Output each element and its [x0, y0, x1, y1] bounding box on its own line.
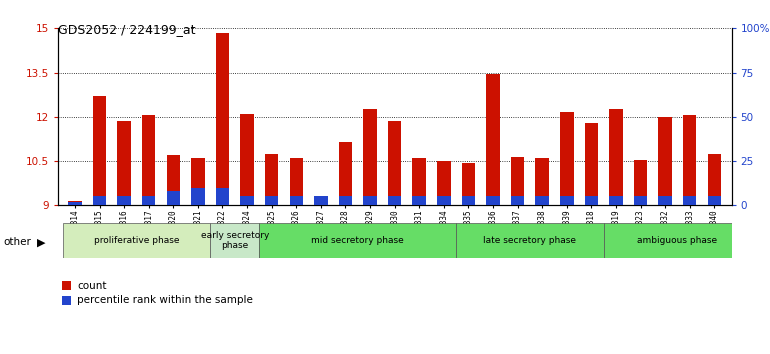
Bar	[117, 196, 131, 205]
Bar	[62, 223, 210, 258]
Bar	[708, 154, 721, 205]
Text: early secretory
phase: early secretory phase	[201, 231, 269, 250]
Bar	[290, 158, 303, 205]
Bar	[69, 202, 82, 205]
Bar	[93, 196, 106, 205]
Bar	[166, 155, 180, 205]
Bar	[584, 123, 598, 205]
Text: proliferative phase: proliferative phase	[94, 236, 179, 245]
Bar	[511, 156, 524, 205]
Bar	[314, 196, 327, 205]
Text: GDS2052 / 224199_at: GDS2052 / 224199_at	[58, 23, 196, 36]
Bar	[210, 223, 259, 258]
Bar	[142, 115, 156, 205]
Bar	[708, 196, 721, 205]
Bar	[339, 196, 352, 205]
Bar	[584, 196, 598, 205]
Bar	[604, 223, 752, 258]
Bar	[535, 158, 549, 205]
Bar	[240, 114, 254, 205]
Bar	[560, 196, 574, 205]
Bar	[535, 196, 549, 205]
Bar	[560, 113, 574, 205]
Bar	[363, 109, 377, 205]
Bar	[216, 33, 229, 205]
Bar	[290, 196, 303, 205]
Bar	[609, 196, 623, 205]
Text: late secretory phase: late secretory phase	[484, 236, 577, 245]
Bar	[511, 196, 524, 205]
Text: mid secretory phase: mid secretory phase	[311, 236, 404, 245]
Bar	[117, 121, 131, 205]
Text: percentile rank within the sample: percentile rank within the sample	[77, 295, 253, 305]
Bar	[339, 142, 352, 205]
Bar	[437, 161, 450, 205]
Bar	[634, 196, 648, 205]
Bar	[683, 115, 696, 205]
Bar	[486, 74, 500, 205]
Bar	[93, 96, 106, 205]
Bar	[216, 188, 229, 205]
Bar	[683, 196, 696, 205]
Bar	[437, 196, 450, 205]
Bar	[486, 196, 500, 205]
Bar	[265, 196, 279, 205]
Text: count: count	[77, 281, 106, 291]
Bar	[456, 223, 604, 258]
Text: ambiguous phase: ambiguous phase	[638, 236, 718, 245]
Bar	[191, 188, 205, 205]
Bar	[462, 196, 475, 205]
Bar	[658, 117, 672, 205]
Text: ▶: ▶	[37, 238, 45, 247]
Bar	[265, 154, 279, 205]
Bar	[609, 109, 623, 205]
Bar	[413, 196, 426, 205]
Bar	[658, 196, 672, 205]
Bar	[388, 196, 401, 205]
Bar	[634, 160, 648, 205]
Bar	[166, 191, 180, 205]
Bar	[388, 121, 401, 205]
Bar	[69, 201, 82, 205]
Bar	[142, 196, 156, 205]
Bar	[259, 223, 456, 258]
Bar	[462, 162, 475, 205]
Bar	[314, 196, 327, 205]
Bar	[363, 196, 377, 205]
Text: other: other	[4, 238, 32, 247]
Bar	[240, 196, 254, 205]
Bar	[413, 158, 426, 205]
Bar	[191, 158, 205, 205]
